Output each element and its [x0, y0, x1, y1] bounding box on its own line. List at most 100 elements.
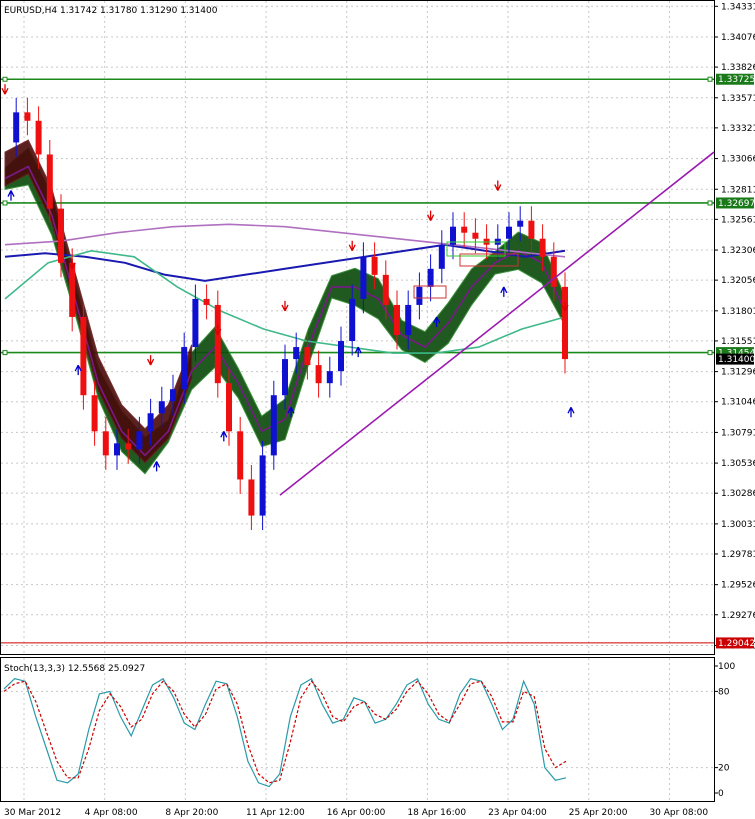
candle-body [91, 395, 98, 432]
arrow-up-icon [500, 286, 508, 297]
price-tick-label: 1.30286 [721, 489, 755, 499]
time-tick-label: 25 Apr 20:00 [569, 808, 628, 818]
arrow-down-icon [281, 300, 289, 312]
candle-body [170, 389, 176, 402]
stochastic-lines [1, 677, 714, 788]
arrow-up-icon [287, 406, 295, 418]
arrow-up-icon [354, 346, 362, 358]
arrow-up-icon [74, 364, 82, 376]
price-tag [716, 637, 754, 649]
price-tick-label: 1.29526 [721, 581, 755, 591]
arrow-up-icon [567, 406, 575, 418]
moving-averages [4, 165, 566, 457]
stochastic-main-line [3, 677, 567, 788]
annotation-box-1 [446, 241, 506, 257]
candle-body [158, 401, 165, 414]
annotation-box-2 [459, 253, 519, 267]
candlesticks [13, 97, 568, 531]
price-tick-label: 1.30791 [721, 428, 755, 438]
level-handle [707, 76, 713, 82]
price-tag [716, 347, 754, 359]
price-tick-label: 1.31046 [721, 398, 755, 408]
candle-body [360, 256, 367, 299]
arrow-up-icon [153, 461, 161, 472]
moving-average-line [4, 223, 566, 258]
price-tick-label: 1.33321 [721, 124, 755, 134]
candle-body [338, 341, 344, 372]
arrow-down-icon [494, 180, 502, 191]
arrow-down-icon [147, 355, 155, 366]
candle-body [326, 371, 333, 384]
candle-body [69, 262, 76, 317]
price-tick-label: 1.30031 [721, 520, 755, 530]
price-tag [716, 73, 754, 85]
candle-body [461, 226, 468, 233]
time-tick-label: 30 Mar 2012 [4, 808, 61, 818]
candle-body [58, 208, 64, 263]
moving-average-line [4, 165, 566, 457]
candle-body [24, 112, 31, 121]
candle-body [427, 268, 434, 287]
candle-body [237, 431, 244, 480]
price-tag-label: 1.32697 [718, 199, 755, 209]
arrow-down-icon [68, 258, 76, 270]
fractal-arrows [1, 84, 575, 472]
price-tick-label: 1.30536 [721, 459, 755, 469]
candle-body [136, 431, 143, 450]
time-tick-label: 30 Apr 08:00 [649, 808, 708, 818]
level-handle [707, 200, 713, 206]
price-panel[interactable] [0, 0, 715, 655]
price-tick-label: 1.32306 [721, 246, 755, 256]
price-tick-label: 1.34076 [721, 33, 755, 43]
price-tick-label: 1.34331 [721, 2, 755, 12]
annotation-box-3 [413, 285, 447, 299]
price-tag [716, 353, 754, 365]
horizontal-levels[interactable] [1, 76, 714, 644]
candle-body [506, 226, 512, 239]
candle-body [147, 413, 154, 432]
price-tick-label: 1.33826 [721, 63, 755, 73]
arrow-up-icon [433, 316, 441, 327]
price-tick-label: 1.32561 [721, 215, 755, 225]
candle-body [13, 112, 20, 143]
stochastic-tick-label: 100 [718, 662, 735, 672]
level-handle [2, 350, 8, 356]
candle-body [315, 365, 322, 384]
price-tick-label: 1.29276 [721, 611, 755, 621]
price-tag-label: 1.29042 [718, 639, 755, 649]
moving-average-line [4, 249, 566, 354]
candle-body [46, 154, 53, 209]
candle-body [80, 316, 87, 396]
price-tick-label: 1.32056 [721, 276, 755, 286]
time-tick-label: 11 Apr 12:00 [246, 808, 305, 818]
stochastic-panel[interactable] [0, 657, 715, 802]
candle-body [405, 304, 412, 336]
price-tag-label: 1.31400 [718, 355, 755, 365]
candle-body [181, 347, 188, 390]
candle-body [394, 304, 400, 336]
time-tick-label: 4 Apr 08:00 [85, 808, 138, 818]
price-tick-label: 1.31801 [721, 307, 755, 317]
candle-body [528, 220, 535, 239]
price-tick-label: 1.32811 [721, 185, 755, 195]
time-tick-label: 8 Apr 20:00 [165, 808, 218, 818]
time-tick-label: 23 Apr 04:00 [488, 808, 547, 818]
trendline-line [279, 151, 715, 496]
candle-body [304, 347, 311, 366]
candle-body [382, 274, 389, 305]
time-axis: 30 Mar 2012 4 Apr 08:00 8 Apr 20:00 11 Apr … [4, 808, 708, 818]
candle-body [102, 431, 109, 456]
level-handle [2, 200, 8, 206]
arrow-down-icon [1, 84, 9, 95]
candle-body [248, 479, 255, 516]
level-handle [707, 350, 713, 356]
arrow-down-icon [214, 325, 222, 336]
candle-body [35, 120, 42, 155]
level-handle [2, 76, 8, 82]
time-tick-label: 18 Apr 16:00 [407, 808, 466, 818]
trendline[interactable] [279, 151, 715, 496]
candle-body [562, 286, 568, 360]
price-axis: 1.34331 1.34076 1.33826 1.33571 1.33321 1.330… [714, 2, 755, 651]
